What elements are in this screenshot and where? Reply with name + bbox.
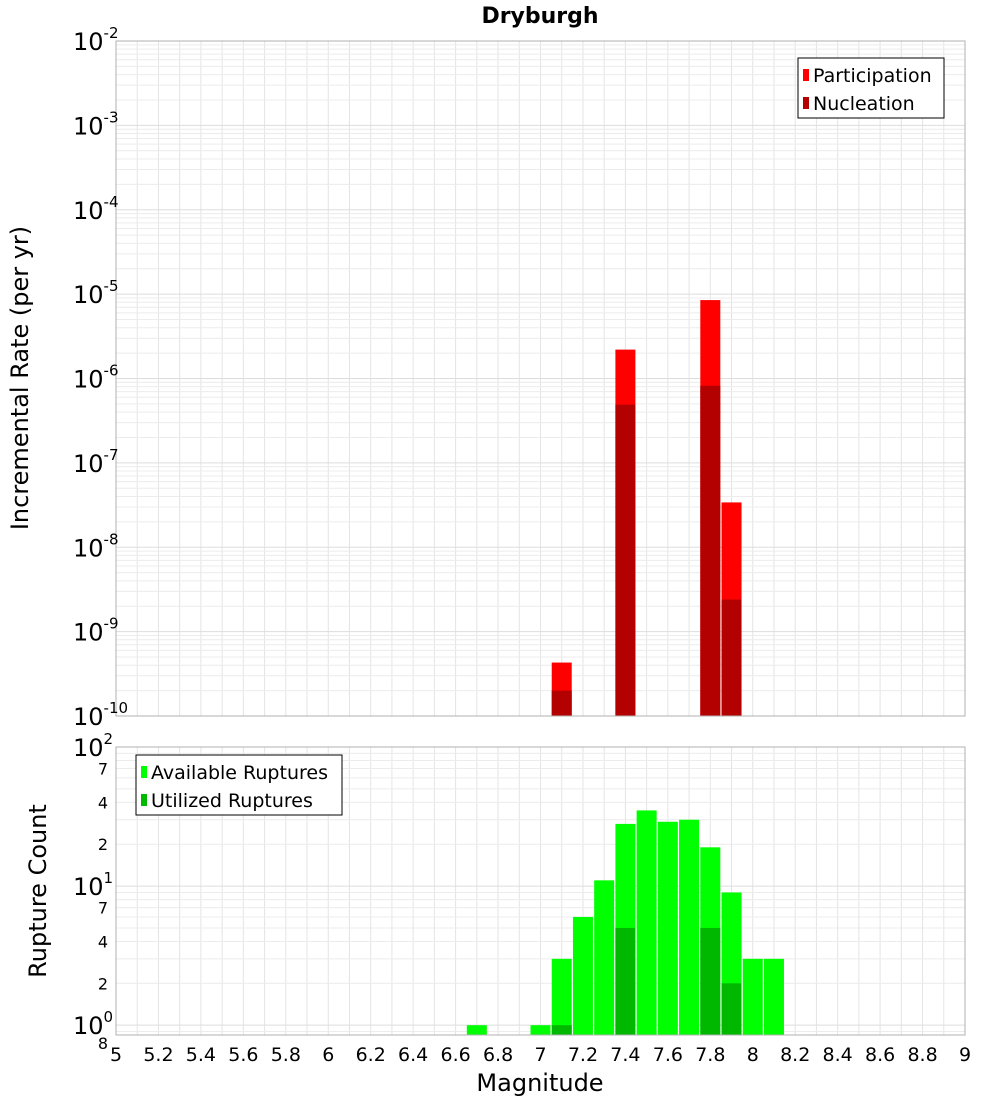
y-tick-label: 102: [73, 730, 113, 762]
x-tick-label: 7: [534, 1044, 546, 1066]
legend-swatch: [141, 766, 147, 778]
y-tick-label: 100: [73, 1008, 113, 1040]
count-bar-a: [742, 958, 763, 1035]
rate-bar-b: [721, 599, 742, 716]
count-bar-a: [466, 1025, 487, 1035]
count-bar-a: [530, 1025, 551, 1035]
y-tick-label: 10-7: [73, 446, 119, 478]
legend-label: Participation: [813, 65, 932, 87]
x-tick-label: 8.8: [907, 1044, 937, 1066]
y-minor-tick-label: 8: [98, 1034, 108, 1053]
y-tick-label: 10-2: [73, 24, 119, 56]
x-tick-label: 5.8: [271, 1044, 301, 1066]
y-minor-tick-label: 2: [98, 974, 108, 993]
legend-swatch: [141, 794, 147, 806]
legend-swatch: [803, 97, 809, 109]
top-plot-frame: [115, 40, 966, 717]
bottom-plot-frame: [115, 746, 966, 1036]
x-tick-label: 6.2: [356, 1044, 386, 1066]
count-bar-b: [551, 1025, 572, 1035]
x-axis-label: Magnitude: [476, 1069, 603, 1097]
x-tick-label: 6.4: [398, 1044, 428, 1066]
y-tick-label: 10-10: [73, 699, 128, 731]
rate-bar-b: [551, 690, 572, 716]
x-tick-label: 6.6: [440, 1044, 470, 1066]
top-legend: [797, 57, 945, 119]
y-tick-label: 10-3: [73, 108, 119, 140]
top-y-axis-label: Incremental Rate (per yr): [6, 226, 34, 530]
x-tick-label: 6.8: [483, 1044, 513, 1066]
chart-title: Dryburgh: [481, 4, 598, 29]
rate-bar-b: [700, 385, 721, 716]
x-tick-label: 8.2: [780, 1044, 810, 1066]
x-tick-label: 5.4: [186, 1044, 216, 1066]
y-minor-tick-label: 7: [98, 899, 108, 918]
y-tick-label: 10-4: [73, 193, 119, 225]
x-tick-label: 7.4: [610, 1044, 640, 1066]
y-minor-tick-label: 2: [98, 835, 108, 854]
legend-swatch: [803, 69, 809, 81]
x-tick-label: 5.2: [143, 1044, 173, 1066]
bottom-y-axis-label: Rupture Count: [24, 804, 52, 978]
x-tick-label: 7.6: [653, 1044, 683, 1066]
count-bar-a: [657, 821, 678, 1035]
x-tick-label: 7.2: [568, 1044, 598, 1066]
count-bar-a: [572, 916, 593, 1035]
x-tick-label: 9: [959, 1044, 971, 1066]
count-bar-a: [594, 880, 615, 1035]
x-tick-label: 5.6: [228, 1044, 258, 1066]
x-tick-label: 6: [322, 1044, 334, 1066]
x-tick-label: 5: [110, 1044, 122, 1066]
x-tick-label: 8: [747, 1044, 759, 1066]
count-bar-b: [700, 927, 721, 1035]
x-tick-label: 8.4: [823, 1044, 853, 1066]
count-bar-a: [551, 958, 572, 1035]
count-bar-a: [679, 819, 700, 1035]
y-minor-tick-label: 4: [98, 793, 108, 812]
y-tick-label: 10-9: [73, 615, 119, 647]
y-minor-tick-label: 7: [98, 760, 108, 779]
x-tick-label: 7.8: [695, 1044, 725, 1066]
y-tick-label: 10-5: [73, 277, 119, 309]
rate-bar-b: [615, 404, 636, 716]
y-tick-label: 10-6: [73, 362, 119, 394]
y-tick-label: 101: [73, 869, 113, 901]
legend-label: Nucleation: [813, 93, 915, 115]
y-minor-tick-label: 4: [98, 932, 108, 951]
y-tick-label: 10-8: [73, 530, 119, 562]
legend-label: Utilized Ruptures: [151, 790, 313, 812]
bottom-legend: [135, 754, 343, 816]
count-bar-b: [721, 983, 742, 1035]
legend-label: Available Ruptures: [151, 762, 328, 784]
count-bar-a: [763, 958, 784, 1035]
x-tick-label: 8.6: [865, 1044, 895, 1066]
count-bar-a: [636, 810, 657, 1035]
count-bar-b: [615, 927, 636, 1035]
